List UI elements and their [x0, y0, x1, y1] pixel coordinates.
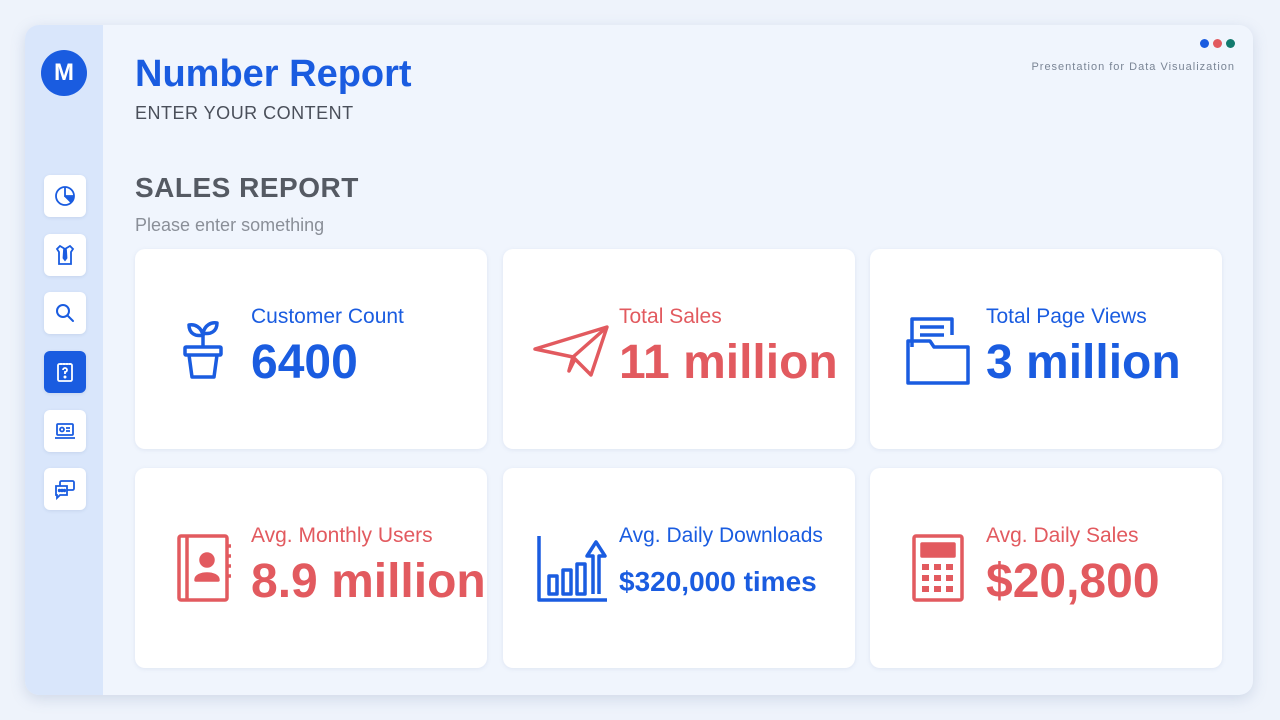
stat-card-page-views: Total Page Views 3 million	[870, 249, 1222, 449]
sidebar: M	[25, 25, 103, 695]
stat-card-daily-sales: Avg. Daily Sales $20,800	[870, 468, 1222, 668]
logo[interactable]: M	[41, 50, 87, 96]
card-value: 6400	[251, 336, 358, 389]
card-label: Total Page Views	[986, 305, 1147, 328]
card-label: Avg. Monthly Users	[251, 524, 433, 547]
dot-red	[1213, 39, 1222, 48]
presentation-label: Presentation for Data Visualization	[1031, 61, 1235, 73]
contact-book-icon	[177, 534, 231, 602]
section-title: SALES REPORT	[135, 172, 359, 203]
page-tagline: ENTER YOUR CONTENT	[135, 103, 354, 123]
calculator-icon	[912, 534, 964, 602]
page-title: Number Report	[135, 53, 412, 95]
bar-chart-arrow-icon	[537, 536, 607, 602]
card-value: 3 million	[986, 336, 1181, 389]
section-subtitle: Please enter something	[135, 215, 325, 235]
window-dots	[1200, 39, 1235, 48]
dot-green	[1226, 39, 1235, 48]
nav-item-pie-chart[interactable]	[44, 175, 86, 217]
folder-document-icon	[906, 317, 970, 385]
stat-card-total-sales: Total Sales 11 million	[503, 249, 855, 449]
card-label: Avg. Daily Sales	[986, 524, 1139, 547]
card-value: 11 million	[619, 336, 838, 389]
card-label: Customer Count	[251, 305, 404, 328]
paper-plane-icon	[533, 325, 609, 377]
clipboard-question-icon	[57, 363, 73, 382]
dot-blue	[1200, 39, 1209, 48]
card-label: Total Sales	[619, 305, 722, 328]
card-value: $20,800	[986, 555, 1160, 608]
nav-item-clipboard[interactable]	[44, 351, 86, 393]
chat-bubbles-icon	[55, 480, 75, 501]
nav-item-search[interactable]	[44, 292, 86, 334]
card-label: Avg. Daily Downloads	[619, 524, 823, 547]
nav-item-shirt-tie[interactable]	[44, 234, 86, 276]
stat-card-monthly-users: Avg. Monthly Users 8.9 million	[135, 468, 487, 668]
stat-card-customer-count: Customer Count 6400	[135, 249, 487, 449]
nav-item-id-card[interactable]	[44, 410, 86, 452]
stat-card-daily-downloads: Avg. Daily Downloads $320,000 times	[503, 468, 855, 668]
card-value: $320,000 times	[619, 566, 817, 597]
shirt-tie-icon	[55, 244, 75, 265]
id-card-laptop-icon	[55, 423, 75, 439]
card-value: 8.9 million	[251, 555, 486, 608]
search-icon	[56, 304, 74, 322]
nav-item-chat[interactable]	[44, 468, 86, 510]
pie-chart-icon	[55, 186, 75, 206]
plant-pot-icon	[183, 321, 223, 379]
active-indicator	[103, 388, 111, 404]
slide-frame: M	[25, 25, 1253, 695]
